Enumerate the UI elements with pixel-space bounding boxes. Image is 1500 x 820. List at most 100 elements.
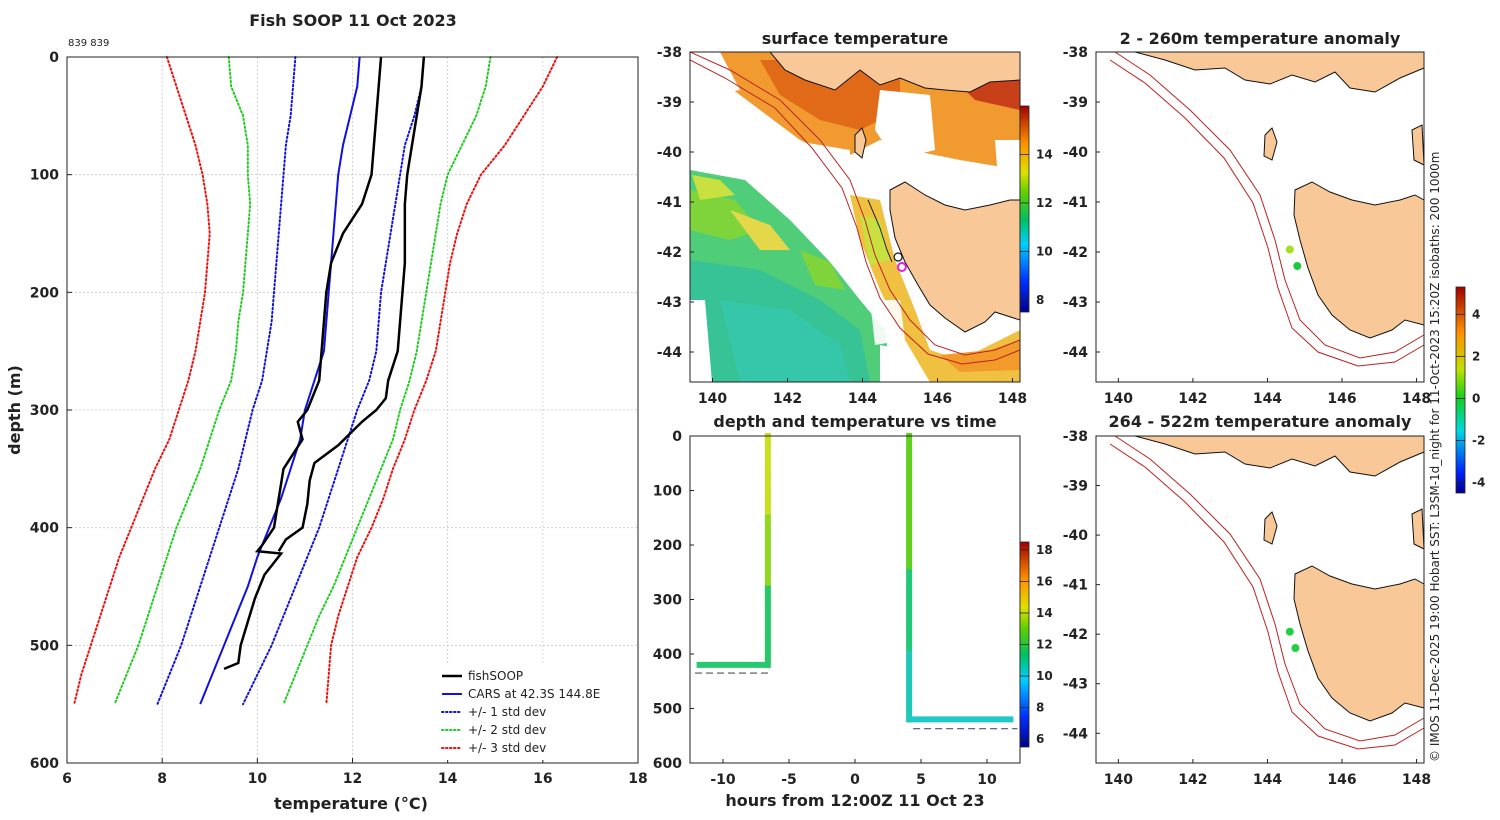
x-tick-label: 0 <box>850 772 860 788</box>
y-tick-label: -42 <box>1063 627 1088 643</box>
cast-sample <box>906 683 913 690</box>
cast-sample <box>906 601 913 608</box>
x-tick-label: 6 <box>62 771 72 787</box>
profile-yticks: 0 100 200 300 400 500 600 <box>30 50 72 772</box>
colorbar-tick-label: 14 <box>1036 606 1053 620</box>
x-tick-label: 12 <box>343 771 362 787</box>
anomaly-point <box>1285 245 1294 254</box>
sst-xticks: 140 142 144 146 148 <box>698 378 1027 407</box>
sst-colorbar-ticks: 8 10 12 14 <box>1020 147 1053 307</box>
time-depth-colorbar-ticks: 6 8 10 12 14 16 18 <box>1020 543 1053 746</box>
cast-sample <box>906 656 913 663</box>
y-tick-label: 600 <box>30 756 59 772</box>
cast-sample <box>764 623 771 630</box>
cast-sample <box>764 531 771 538</box>
cast-sample <box>906 460 913 467</box>
cast-sample <box>764 438 771 445</box>
sst-yticks: -38 -39 -40 -41 -42 -43 -44 <box>657 45 694 361</box>
cast-sample <box>906 503 913 510</box>
cast-sample <box>764 629 771 636</box>
cast-sample <box>906 623 913 630</box>
cast-sample <box>906 651 913 657</box>
cast-sample <box>764 482 771 489</box>
cast-sample <box>906 694 913 701</box>
series-line <box>113 56 252 706</box>
cast-sample <box>764 471 771 478</box>
profile-grid <box>66 56 639 764</box>
legend-label: +/- 2 std dev <box>468 723 546 737</box>
series-line <box>325 56 559 706</box>
colorbar-tick-label: -2 <box>1472 433 1485 447</box>
cast-sample <box>764 552 771 559</box>
y-tick-label: 500 <box>30 638 59 654</box>
x-tick-label: 18 <box>628 771 647 787</box>
cast-sample <box>764 607 771 614</box>
x-tick-label: 142 <box>1178 772 1207 788</box>
profile-legend: fishSOOP CARS at 42.3S 144.8E +/- 1 std de… <box>436 664 636 760</box>
cast-sample <box>906 563 913 570</box>
sst-track-point <box>893 252 903 262</box>
cast-sample <box>906 580 913 587</box>
time-depth-panel: depth and temperature vs time -10 -5 0 5 10 … <box>653 412 1053 810</box>
time-depth-title: depth and temperature vs time <box>713 412 996 431</box>
cast-sample <box>906 514 913 521</box>
y-tick-label: -42 <box>1063 245 1088 261</box>
profile-series <box>73 56 559 706</box>
y-tick-label: 400 <box>653 647 682 663</box>
y-tick-label: 0 <box>672 429 682 445</box>
profile-subtitle: 839 839 <box>68 38 109 49</box>
sst-panel: surface temperature <box>657 29 1053 407</box>
y-tick-label: -41 <box>1063 578 1088 594</box>
x-tick-label: 144 <box>1253 772 1282 788</box>
cast-sample <box>764 618 771 625</box>
colorbar-tick-label: -4 <box>1472 475 1485 489</box>
x-tick-label: 10 <box>248 771 268 787</box>
cast-sample <box>906 661 913 668</box>
y-tick-label: -44 <box>657 345 683 361</box>
x-tick-label: 146 <box>1327 772 1356 788</box>
y-tick-label: -41 <box>1063 195 1088 211</box>
colorbar-tick-label: 14 <box>1036 147 1053 161</box>
cast-sample <box>906 634 913 641</box>
x-tick-label: 146 <box>1327 391 1356 407</box>
cast-sample <box>764 460 771 467</box>
time-depth-series <box>695 433 1018 730</box>
cast-sample <box>906 558 913 565</box>
legend-label: CARS at 42.3S 144.8E <box>468 687 600 701</box>
y-tick-label: -44 <box>1063 345 1089 361</box>
profile-xlabel: temperature (°C) <box>274 794 428 813</box>
anomaly-point <box>1291 644 1300 653</box>
x-tick-label: 146 <box>923 391 952 407</box>
time-depth-yticks: 0 100 200 300 400 500 600 <box>653 429 694 772</box>
cast-sample <box>764 465 771 472</box>
legend-label: +/- 1 std dev <box>468 705 546 719</box>
profile-ylabel: depth (m) <box>5 365 24 455</box>
colorbar-tick-label: 10 <box>1036 244 1053 258</box>
colorbar-tick-label: 8 <box>1036 701 1044 715</box>
cast-sample <box>764 612 771 619</box>
cast-sample <box>906 607 913 614</box>
y-tick-label: -44 <box>1063 726 1089 742</box>
cast-sample <box>906 700 913 707</box>
cast-sample <box>764 514 771 521</box>
cast-sample <box>764 651 771 657</box>
x-tick-label: 10 <box>977 772 997 788</box>
cast-sample <box>906 618 913 625</box>
cast-sample <box>764 520 771 527</box>
anom-shallow-yticks: -38 -39 -40 -41 -42 -43 -44 <box>1063 45 1100 361</box>
colorbar-tick-label: 18 <box>1036 543 1053 557</box>
cast-sample <box>906 438 913 445</box>
anom-deep-xticks: 140 142 144 146 148 <box>1104 759 1431 788</box>
cast-sample <box>764 449 771 456</box>
y-tick-label: 0 <box>49 50 59 66</box>
cast-sample <box>764 569 771 576</box>
cast-sample <box>906 645 913 652</box>
cast-sample <box>764 640 771 647</box>
time-depth-xlabel: hours from 12:00Z 11 Oct 23 <box>725 791 984 810</box>
colorbar-tick-label: 12 <box>1036 638 1053 652</box>
y-tick-label: 300 <box>653 593 682 609</box>
profile-title: Fish SOOP 11 Oct 2023 <box>249 11 457 30</box>
cast-sample <box>764 634 771 641</box>
cast-sample <box>764 601 771 608</box>
